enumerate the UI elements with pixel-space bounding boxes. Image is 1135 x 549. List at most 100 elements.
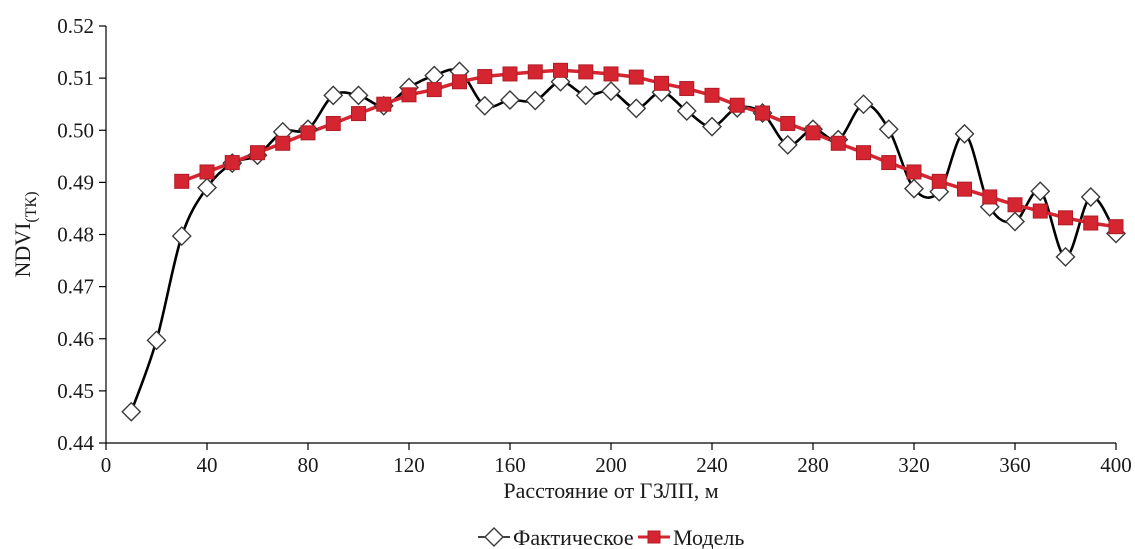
- actual-point-diamond: [904, 178, 924, 199]
- actual-point-diamond: [424, 65, 445, 86]
- legend-model-square-icon: [647, 530, 661, 544]
- model-point-square: [881, 155, 897, 171]
- x-ticks: 0 40 80 120 160 200 240 280 320 360 400: [101, 443, 1132, 477]
- model-point-square: [1083, 215, 1099, 231]
- actual-point-diamond: [323, 85, 344, 106]
- plot-area: [121, 61, 1126, 422]
- model-point-square: [1058, 210, 1073, 226]
- x-tick-label: 240: [696, 453, 728, 477]
- actual-point-diamond: [348, 85, 369, 106]
- y-tick-label: 0.44: [57, 431, 94, 455]
- legend: Фактическое Модель: [478, 525, 744, 549]
- y-axis: 0.44 0.45 0.46 0.47 0.48 0.49 0.50 0.51 0.52: [57, 14, 107, 455]
- actual-point-diamond: [474, 95, 495, 116]
- y-tick-label: 0.47: [57, 275, 94, 299]
- actual-point-diamond: [121, 401, 142, 422]
- legend-model-label: Модель: [673, 525, 744, 549]
- y-tick-label: 0.46: [57, 327, 94, 351]
- actual-point-diamond: [1030, 181, 1051, 202]
- model-point-square: [325, 115, 341, 131]
- y-tick-label: 0.48: [57, 223, 94, 247]
- actual-point-diamond: [702, 116, 722, 137]
- model-point-square: [654, 75, 669, 91]
- y-tick-label: 0.50: [57, 118, 94, 142]
- model-point-square: [805, 125, 821, 141]
- actual-point-diamond: [676, 100, 697, 121]
- model-point-square: [199, 164, 215, 180]
- model-point-square: [1108, 219, 1124, 235]
- actual-point-diamond: [146, 330, 167, 351]
- y-tick-label: 0.45: [57, 379, 94, 403]
- model-point-square: [527, 64, 543, 80]
- x-tick-label: 160: [494, 453, 526, 477]
- model-point-square: [603, 66, 619, 82]
- actual-point-diamond: [853, 94, 874, 115]
- model-point-square: [729, 97, 745, 113]
- model-point-square: [982, 189, 998, 205]
- model-point-square: [679, 81, 695, 97]
- x-tick-label: 0: [101, 453, 112, 477]
- actual-point-diamond: [601, 81, 621, 102]
- actual-point-diamond: [878, 119, 899, 140]
- model-point-square: [351, 106, 366, 122]
- series-model-line: [181, 68, 1117, 229]
- x-tick-label: 200: [595, 453, 627, 477]
- model-point-square: [553, 62, 568, 78]
- legend-actual-label: Фактическое: [513, 525, 634, 549]
- legend-actual-diamond-icon: [484, 527, 504, 547]
- x-tick-label: 40: [197, 453, 218, 477]
- actual-point-diamond: [197, 177, 217, 198]
- y-tick-label: 0.51: [57, 66, 94, 90]
- x-tick-label: 320: [898, 453, 930, 477]
- legend-item-actual: Фактическое: [478, 525, 634, 549]
- legend-item-model: Модель: [638, 525, 744, 549]
- model-point-square: [1032, 203, 1048, 219]
- series-model-markers: [174, 62, 1124, 235]
- actual-point-diamond: [575, 85, 596, 106]
- model-point-square: [376, 96, 392, 112]
- x-tick-label: 120: [393, 453, 425, 477]
- model-point-square: [452, 74, 467, 90]
- model-point-square: [426, 82, 442, 98]
- model-point-square: [906, 164, 922, 180]
- actual-point-diamond: [954, 123, 975, 144]
- model-point-square: [578, 64, 594, 80]
- model-point-square: [502, 66, 518, 82]
- y-axis-title-sub: (ТК): [23, 191, 40, 222]
- x-axis-title: Расстояние от ГЗЛП, м: [503, 478, 718, 503]
- model-point-square: [856, 145, 871, 161]
- series-actual-markers: [121, 61, 1126, 422]
- x-tick-label: 400: [1100, 453, 1132, 477]
- x-tick-label: 360: [999, 453, 1031, 477]
- x-tick-label: 80: [298, 453, 319, 477]
- y-axis-title-main: NDVI: [10, 223, 35, 278]
- model-point-square: [250, 145, 265, 161]
- actual-point-diamond: [1055, 246, 1076, 267]
- actual-point-diamond: [171, 226, 192, 247]
- model-point-square: [300, 125, 316, 141]
- actual-point-diamond: [1005, 211, 1025, 232]
- y-axis-title: NDVI(ТК): [10, 191, 40, 277]
- actual-point-diamond: [777, 134, 798, 155]
- model-point-square: [957, 181, 972, 197]
- y-tick-label: 0.52: [57, 14, 94, 38]
- model-point-square: [780, 115, 796, 131]
- model-point-square: [830, 135, 846, 151]
- model-point-square: [755, 105, 770, 121]
- x-axis: 0 40 80 120 160 200 240 280 320 360 400: [101, 442, 1132, 477]
- y-ticks: 0.44 0.45 0.46 0.47 0.48 0.49 0.50 0.51 0.52: [57, 14, 106, 455]
- actual-point-diamond: [525, 90, 546, 111]
- series-actual-line: [130, 68, 1118, 413]
- model-point-square: [628, 69, 644, 85]
- model-point-square: [477, 69, 493, 85]
- model-point-square: [931, 173, 947, 189]
- actual-point-diamond: [626, 98, 647, 119]
- model-point-square: [174, 173, 190, 189]
- x-tick-label: 280: [797, 453, 829, 477]
- model-point-square: [401, 87, 417, 103]
- actual-point-diamond: [1080, 186, 1101, 207]
- y-tick-label: 0.49: [57, 170, 94, 194]
- actual-point-diamond: [500, 90, 520, 111]
- model-point-square: [224, 155, 240, 171]
